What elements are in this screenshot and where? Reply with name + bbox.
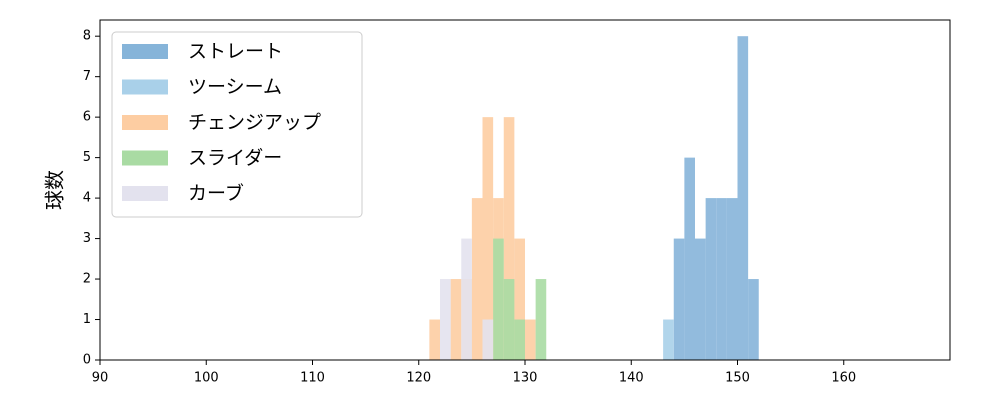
bar [673, 238, 685, 360]
bar [726, 198, 738, 360]
bar [684, 157, 695, 360]
legend-label: ツーシーム [188, 76, 282, 98]
legend-label: カーブ [188, 182, 244, 205]
y-tick-label: 7 [83, 69, 91, 84]
bar [695, 238, 706, 360]
legend-label: ストレート [188, 41, 283, 63]
x-tick-label: 130 [513, 371, 538, 386]
bar [748, 279, 759, 360]
bar [705, 198, 717, 360]
legend-swatch [122, 186, 168, 201]
bar [514, 319, 525, 360]
bar [663, 319, 674, 360]
x-tick-label: 160 [831, 371, 856, 386]
bar [716, 198, 727, 360]
legend-swatch [122, 44, 168, 59]
y-tick-label: 4 [83, 191, 91, 206]
legend-swatch [122, 79, 168, 95]
bar [503, 279, 515, 360]
y-tick-label: 0 [83, 353, 91, 368]
x-tick-label: 150 [725, 371, 750, 386]
y-tick-label: 8 [83, 29, 91, 44]
bar [525, 319, 536, 360]
legend-swatch [122, 150, 168, 166]
bar [737, 36, 749, 360]
y-tick-label: 3 [83, 231, 91, 246]
bar [482, 319, 494, 360]
y-axis-label: 球数 [43, 170, 67, 210]
x-tick-label: 110 [300, 371, 325, 386]
bar [535, 279, 547, 360]
bar [514, 238, 525, 360]
bar [493, 238, 504, 360]
y-tick-label: 5 [83, 150, 91, 165]
y-tick-label: 6 [83, 110, 91, 125]
bar [461, 238, 472, 360]
y-tick-label: 2 [83, 272, 91, 287]
legend-box [111, 31, 363, 218]
bar [440, 279, 451, 360]
x-tick-label: 140 [619, 371, 644, 386]
x-tick-label: 120 [406, 371, 431, 386]
x-tick-label: 90 [92, 371, 109, 386]
bar [450, 279, 462, 360]
y-tick-label: 1 [83, 312, 91, 327]
bar [482, 117, 494, 361]
legend-label: スライダー [188, 147, 282, 169]
bar [471, 198, 483, 360]
legend-swatch [122, 115, 168, 130]
bar [429, 319, 440, 360]
bar [503, 117, 515, 361]
x-tick-label: 100 [194, 371, 219, 386]
legend-label: チェンジアップ [188, 112, 321, 134]
